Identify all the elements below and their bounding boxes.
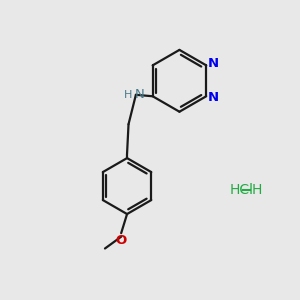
Text: O: O [116, 234, 127, 248]
Text: N: N [208, 91, 219, 104]
Text: H: H [252, 183, 262, 197]
Text: N: N [208, 57, 219, 70]
Text: HCl: HCl [230, 183, 254, 197]
Text: N: N [135, 88, 145, 101]
Text: H: H [124, 90, 132, 100]
